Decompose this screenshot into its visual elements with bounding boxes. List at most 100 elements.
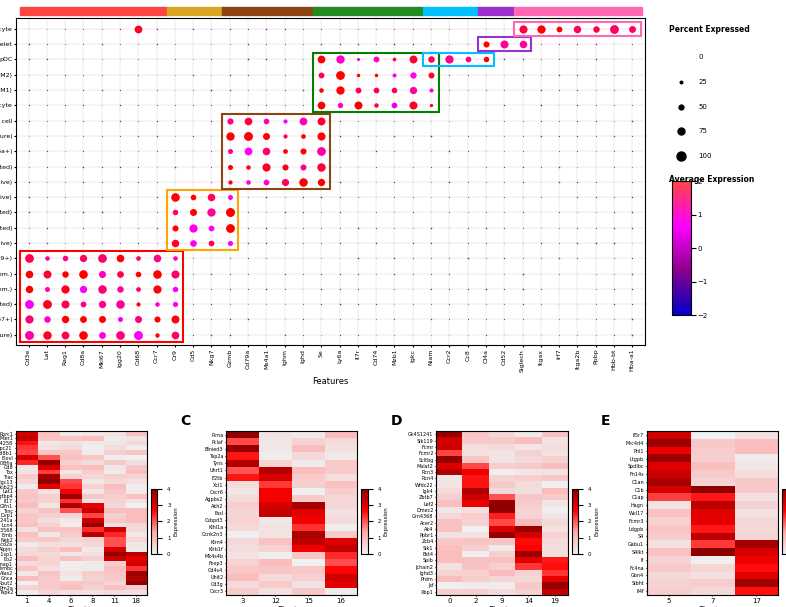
Point xyxy=(114,24,127,34)
Point xyxy=(59,238,72,248)
Point xyxy=(553,208,565,217)
Point xyxy=(590,253,602,263)
Point xyxy=(626,70,638,80)
Point xyxy=(315,116,328,126)
Point xyxy=(187,24,200,34)
Point xyxy=(315,269,328,279)
Point xyxy=(114,238,127,248)
Point xyxy=(370,85,383,95)
Point xyxy=(534,55,547,64)
Point xyxy=(406,70,419,80)
Point xyxy=(223,330,236,339)
Point xyxy=(443,299,456,309)
Point xyxy=(351,55,364,64)
Point xyxy=(22,101,35,110)
Point xyxy=(95,299,108,309)
Point xyxy=(278,253,291,263)
Point xyxy=(424,208,437,217)
Point xyxy=(59,70,72,80)
Point xyxy=(278,330,291,339)
Point xyxy=(388,85,401,95)
Point xyxy=(22,24,35,34)
Point xyxy=(150,39,163,49)
Point xyxy=(608,284,620,294)
Point xyxy=(370,70,383,80)
Point xyxy=(95,39,108,49)
Point xyxy=(590,24,602,34)
Point xyxy=(22,39,35,49)
Point xyxy=(333,85,346,95)
Point xyxy=(59,177,72,187)
Point xyxy=(461,269,474,279)
Point xyxy=(150,314,163,324)
Point xyxy=(516,330,529,339)
Point xyxy=(516,85,529,95)
Point xyxy=(516,192,529,202)
Point xyxy=(333,299,346,309)
Point xyxy=(553,131,565,141)
Y-axis label: Expression: Expression xyxy=(384,506,389,536)
Point xyxy=(260,55,273,64)
Bar xyxy=(222,7,313,15)
Point xyxy=(59,101,72,110)
Bar xyxy=(514,7,642,15)
Point xyxy=(571,253,584,263)
Point xyxy=(516,55,529,64)
Point xyxy=(424,24,437,34)
Point xyxy=(169,24,182,34)
Point xyxy=(242,70,255,80)
Point xyxy=(388,177,401,187)
Point xyxy=(443,208,456,217)
Point xyxy=(590,39,602,49)
Point xyxy=(22,146,35,156)
Point xyxy=(278,177,291,187)
Point xyxy=(590,238,602,248)
Point xyxy=(315,253,328,263)
Point xyxy=(132,330,145,339)
Point xyxy=(333,238,346,248)
Point xyxy=(59,24,72,34)
Bar xyxy=(478,37,531,51)
Point xyxy=(498,24,511,34)
Point xyxy=(553,330,565,339)
Point xyxy=(424,146,437,156)
Point xyxy=(461,253,474,263)
Point xyxy=(114,208,127,217)
Point xyxy=(223,192,236,202)
Point xyxy=(132,177,145,187)
Point xyxy=(608,299,620,309)
Point xyxy=(114,253,127,263)
Point xyxy=(498,161,511,171)
Point xyxy=(278,116,291,126)
Point xyxy=(132,269,145,279)
Point xyxy=(370,116,383,126)
Point xyxy=(590,55,602,64)
Point xyxy=(553,299,565,309)
Point xyxy=(41,238,53,248)
Point xyxy=(41,269,53,279)
Point xyxy=(424,314,437,324)
Point xyxy=(77,116,90,126)
Point xyxy=(223,223,236,232)
Point xyxy=(187,208,200,217)
Point xyxy=(41,208,53,217)
Point xyxy=(315,55,328,64)
Point xyxy=(608,208,620,217)
Point xyxy=(260,39,273,49)
Point xyxy=(22,208,35,217)
Point xyxy=(571,39,584,49)
Point xyxy=(608,223,620,232)
Text: D: D xyxy=(391,414,402,428)
Point xyxy=(296,116,309,126)
Point xyxy=(333,177,346,187)
Point xyxy=(406,299,419,309)
Point xyxy=(333,24,346,34)
Point xyxy=(571,192,584,202)
Point xyxy=(351,177,364,187)
Point xyxy=(95,177,108,187)
Point xyxy=(242,223,255,232)
Point xyxy=(498,223,511,232)
Point xyxy=(315,314,328,324)
Point xyxy=(205,208,218,217)
Point xyxy=(260,101,273,110)
